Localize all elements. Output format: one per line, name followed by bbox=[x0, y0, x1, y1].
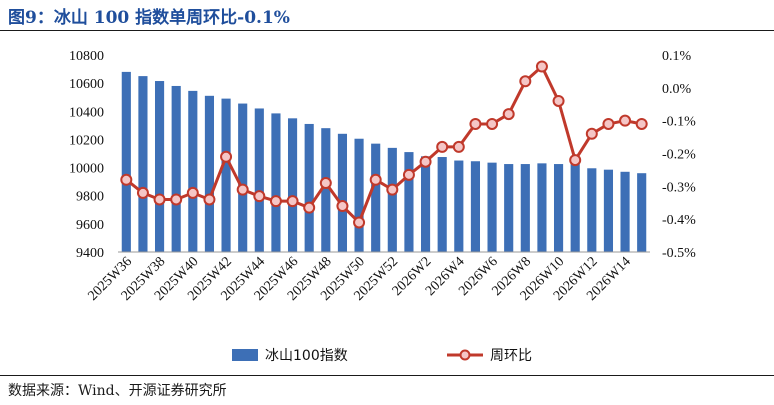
line-point-2025W37 bbox=[136, 186, 149, 199]
line-point-2025W43 bbox=[236, 183, 249, 196]
bar-2026W3 bbox=[437, 157, 447, 252]
line-point-2025W38 bbox=[153, 193, 166, 206]
line-point-2026W14 bbox=[619, 114, 632, 127]
bar-2026W2 bbox=[420, 156, 431, 252]
bar-2025W50 bbox=[354, 138, 364, 252]
line-point-2025W46 bbox=[286, 195, 299, 208]
line-point-2025W42 bbox=[220, 150, 233, 163]
bar-2025W40 bbox=[188, 90, 198, 252]
line-series bbox=[120, 60, 648, 229]
line-point-2025W51 bbox=[369, 173, 382, 186]
line-point-2026W2 bbox=[419, 155, 432, 168]
y-left-tick-label: 9800 bbox=[76, 190, 104, 205]
legend: 冰山100指数 周环比 bbox=[232, 348, 532, 364]
line-point-2026W13 bbox=[602, 117, 615, 130]
bar-2025W37 bbox=[138, 76, 148, 252]
bar-2026W12 bbox=[587, 168, 597, 252]
legend-line-label: 周环比 bbox=[490, 348, 532, 364]
bar-2025W41 bbox=[204, 95, 215, 252]
line-point-2025W52 bbox=[386, 183, 399, 196]
line-point-2026W12 bbox=[585, 127, 598, 140]
legend-bar-swatch bbox=[232, 349, 258, 361]
bar-2025W47 bbox=[304, 123, 314, 252]
bar-2025W43 bbox=[238, 103, 248, 252]
bar-2025W51 bbox=[371, 143, 381, 252]
chart: 9400 9600 9800 10000 10200 10400 10600 10800 -0.… bbox=[69, 49, 696, 364]
y-left-tick-label: 10200 bbox=[69, 133, 104, 148]
bar-2026W6 bbox=[487, 162, 497, 252]
bar-2025W45 bbox=[271, 113, 281, 253]
line-point-2025W39 bbox=[170, 193, 183, 206]
chart-title: 图9：冰山 100 指数单周环比-0.1% bbox=[8, 8, 290, 28]
bar-2025W38 bbox=[154, 81, 165, 252]
line-point-2026W1 bbox=[402, 168, 415, 181]
bar-2025W52 bbox=[387, 147, 397, 252]
bar-2026W8 bbox=[520, 164, 530, 252]
bar-2025W42 bbox=[221, 98, 231, 253]
bar-2026W15 bbox=[637, 173, 647, 252]
line-point-2026W11 bbox=[569, 154, 582, 167]
line-point-2026W3 bbox=[436, 140, 449, 153]
bar-2026W5 bbox=[470, 161, 481, 252]
bar-2025W44 bbox=[254, 108, 264, 252]
line-point-2025W40 bbox=[186, 186, 199, 199]
y-left-tick-label: 10400 bbox=[69, 105, 104, 120]
legend-bar-label: 冰山100指数 bbox=[265, 348, 348, 364]
line-point-2025W44 bbox=[253, 190, 266, 203]
y-right-tick-label: -0.4% bbox=[662, 213, 696, 228]
line-point-2025W50 bbox=[353, 216, 366, 229]
bar-2026W7 bbox=[504, 164, 514, 252]
y-left-tick-label: 9600 bbox=[76, 218, 104, 233]
line-point-2026W15 bbox=[635, 117, 648, 130]
line-point-2026W4 bbox=[452, 140, 465, 153]
bar-2025W36 bbox=[121, 71, 131, 252]
line-point-2025W47 bbox=[303, 201, 316, 214]
y-left-tick-label: 10000 bbox=[69, 162, 104, 177]
bar-2026W9 bbox=[537, 163, 547, 252]
y-left-tick-label: 10600 bbox=[69, 77, 104, 92]
legend-line-marker bbox=[459, 349, 471, 361]
line-point-2025W48 bbox=[319, 177, 332, 190]
line-point-2026W6 bbox=[486, 117, 499, 130]
bar-2026W14 bbox=[620, 171, 630, 252]
line-point-2025W41 bbox=[203, 193, 216, 206]
line-point-2026W7 bbox=[502, 108, 515, 121]
source-rule bbox=[0, 375, 774, 376]
line-point-2026W5 bbox=[469, 117, 482, 130]
line-point-2025W49 bbox=[336, 200, 349, 213]
y-right-tick-label: -0.3% bbox=[662, 180, 696, 195]
bar-2026W10 bbox=[553, 164, 564, 252]
y-right-tick-label: 0.1% bbox=[662, 49, 692, 64]
y-right-tick-label: -0.5% bbox=[662, 246, 696, 261]
line-point-2026W9 bbox=[535, 60, 548, 73]
bar-2026W11 bbox=[570, 164, 580, 252]
line-point-2026W10 bbox=[552, 94, 565, 107]
bar-2025W46 bbox=[287, 118, 298, 252]
y-right-tick-label: -0.1% bbox=[662, 115, 696, 130]
y-right-tick-label: 0.0% bbox=[662, 82, 692, 97]
bar-2026W1 bbox=[404, 152, 414, 252]
bar-2025W48 bbox=[321, 128, 331, 252]
title-rule bbox=[0, 30, 774, 31]
bar-2026W4 bbox=[454, 160, 464, 252]
y-right-tick-label: -0.2% bbox=[662, 148, 696, 163]
bar-2026W13 bbox=[603, 169, 614, 252]
y-left-tick-label: 9400 bbox=[76, 246, 104, 261]
line-path bbox=[125, 64, 642, 224]
source-note: 数据来源：Wind、开源证券研究所 bbox=[8, 383, 227, 399]
line-point-2025W45 bbox=[269, 195, 282, 208]
bar-2025W49 bbox=[337, 133, 348, 252]
line-point-2026W8 bbox=[519, 75, 532, 88]
y-left-tick-label: 10800 bbox=[69, 49, 104, 64]
bar-2025W39 bbox=[171, 85, 181, 253]
line-point-2025W36 bbox=[120, 173, 133, 186]
bar-series bbox=[121, 71, 647, 253]
